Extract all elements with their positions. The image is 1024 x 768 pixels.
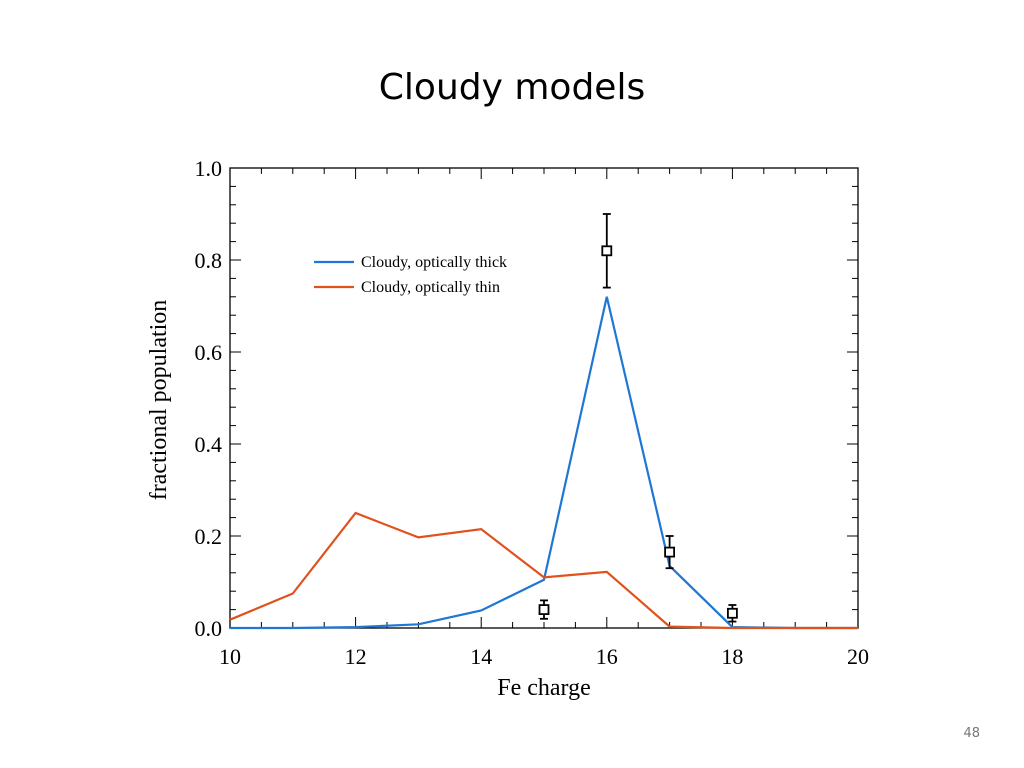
y-tick-label: 0.0: [195, 616, 223, 641]
y-tick-label: 1.0: [195, 156, 223, 181]
x-tick-label: 14: [470, 644, 492, 669]
square-marker: [601, 245, 613, 257]
x-tick-labels: 10 12 14 16 18 20: [219, 644, 869, 669]
series-lines: [229, 296, 858, 630]
square-marker: [538, 604, 550, 615]
page-number: 48: [963, 726, 980, 741]
legend-label: Cloudy, optically thin: [361, 279, 500, 296]
x-axis-label: Fe charge: [497, 675, 591, 701]
axis-ticks: [229, 167, 859, 629]
slide-title: Cloudy models: [378, 67, 646, 108]
y-tick-label: 0.8: [195, 248, 223, 273]
x-tick-label: 16: [596, 644, 618, 669]
y-tick-label: 0.4: [195, 432, 223, 457]
observed-point: [601, 213, 613, 289]
observed-point: [664, 535, 675, 570]
plot-border: [229, 167, 859, 629]
x-tick-label: 10: [219, 644, 241, 669]
x-tick-label: 20: [847, 644, 869, 669]
observed-point: [538, 599, 550, 620]
plot-frame: [229, 167, 859, 629]
y-tick-labels: 0.0 0.2 0.4 0.6 0.8 1.0: [195, 156, 223, 641]
square-marker: [664, 546, 675, 558]
y-axis-label: fractional population: [146, 300, 172, 501]
x-tick-label: 12: [345, 644, 367, 669]
series-line-optically-thin: [229, 511, 858, 630]
legend-label: Cloudy, optically thick: [361, 254, 507, 271]
square-marker: [727, 607, 738, 619]
legend: Cloudy, optically thick Cloudy, optically…: [314, 254, 507, 296]
observed-point: [727, 604, 738, 623]
observed-points: [538, 213, 738, 623]
y-tick-label: 0.6: [195, 340, 223, 365]
x-tick-label: 18: [721, 644, 743, 669]
y-tick-label: 0.2: [195, 524, 223, 549]
